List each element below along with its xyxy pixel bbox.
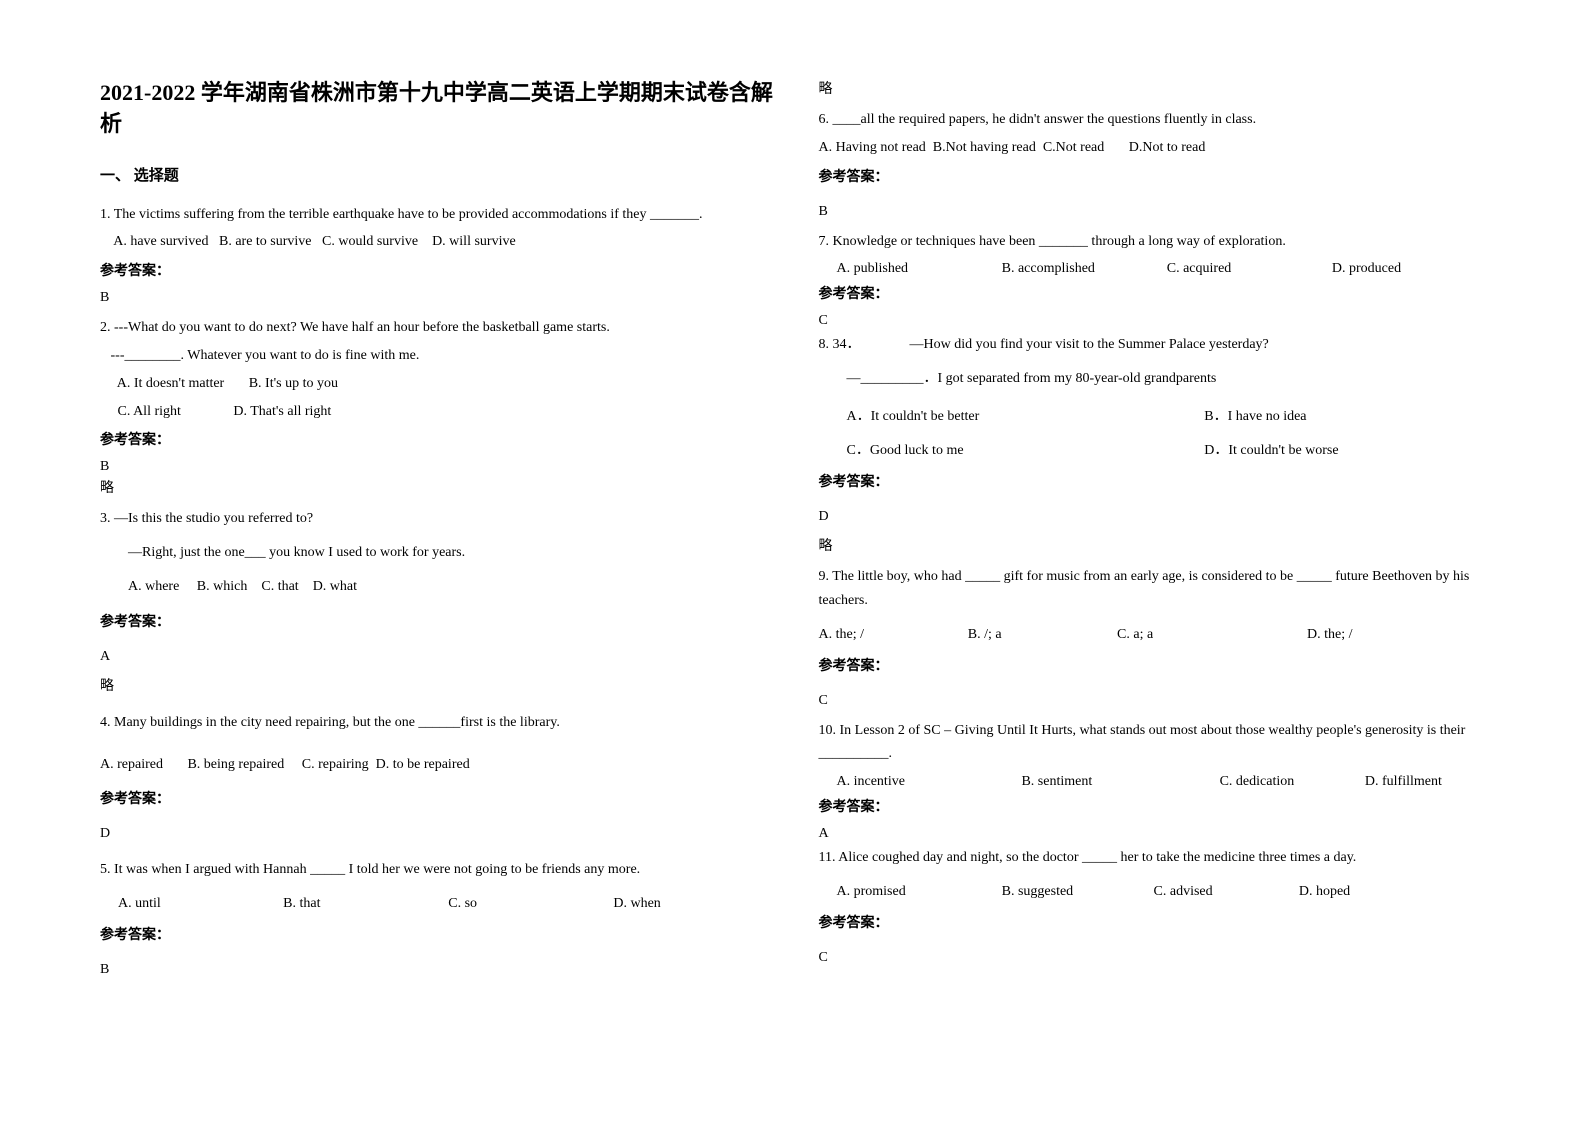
- question-9-text: 9. The little boy, who had _____ gift fo…: [819, 565, 1498, 613]
- question-3-line1: 3. —Is this the studio you referred to?: [100, 507, 779, 531]
- question-10-answer: A: [819, 826, 1498, 842]
- answer-label: 参考答案：: [100, 788, 779, 808]
- question-11-options: A. promised B. suggested C. advised D. h…: [819, 884, 1498, 900]
- opt-c: C．Good luck to me: [847, 439, 1205, 459]
- question-8-answer: D: [819, 509, 1498, 525]
- answer-label: 参考答案：: [100, 260, 779, 280]
- opt-c: C. acquired: [1167, 261, 1332, 277]
- answer-label: 参考答案：: [100, 429, 779, 449]
- question-1-answer: B: [100, 290, 779, 306]
- question-4-text: 4. Many buildings in the city need repai…: [100, 711, 779, 735]
- question-2-answer: B: [100, 459, 779, 475]
- question-10-options: A. incentive B. sentiment C. dedication …: [819, 774, 1498, 790]
- opt-d: D. hoped: [1299, 884, 1497, 900]
- question-6-text: 6. ____all the required papers, he didn'…: [819, 108, 1498, 132]
- question-2-line2: ---________. Whatever you want to do is …: [100, 344, 779, 368]
- left-column: 2021-2022 学年湖南省株洲市第十九中学高二英语上学期期末试卷含解析 一、…: [100, 78, 779, 1082]
- opt-b: B．I have no idea: [1204, 405, 1497, 425]
- question-9-options: A. the; / B. /; a C. a; a D. the; /: [819, 627, 1498, 643]
- opt-a: A. published: [837, 261, 1002, 277]
- question-3-note: 略: [100, 675, 779, 695]
- question-11-text: 11. Alice coughed day and night, so the …: [819, 846, 1498, 870]
- answer-label: 参考答案：: [819, 655, 1498, 675]
- question-4-options: A. repaired B. being repaired C. repairi…: [100, 753, 779, 777]
- opt-d: D. produced: [1332, 261, 1497, 277]
- opt-b: B. sentiment: [1021, 774, 1219, 790]
- question-3-options: A. where B. which C. that D. what: [100, 575, 779, 599]
- question-8-line2: —_________．I got separated from my 80-ye…: [819, 367, 1498, 391]
- question-11-answer: C: [819, 950, 1498, 966]
- question-7-answer: C: [819, 313, 1498, 329]
- opt-a: A. the; /: [819, 627, 968, 643]
- answer-label: 参考答案：: [819, 471, 1498, 491]
- answer-label: 参考答案：: [100, 924, 779, 944]
- opt-c: C. so: [448, 896, 613, 912]
- answer-label: 参考答案：: [819, 283, 1498, 303]
- answer-label: 参考答案：: [819, 166, 1498, 186]
- answer-label: 参考答案：: [819, 912, 1498, 932]
- answer-label: 参考答案：: [100, 611, 779, 631]
- opt-d: D. when: [613, 896, 778, 912]
- question-3-answer: A: [100, 649, 779, 665]
- question-2-options2: C. All right D. That's all right: [100, 400, 779, 424]
- opt-a: A. incentive: [837, 774, 1022, 790]
- opt-a: A. promised: [837, 884, 1002, 900]
- question-5-options: A. until B. that C. so D. when: [100, 896, 779, 912]
- question-1-options: A. have survived B. are to survive C. wo…: [100, 230, 779, 254]
- question-2-line1: 2. ---What do you want to do next? We ha…: [100, 316, 779, 340]
- question-5-text: 5. It was when I argued with Hannah ____…: [100, 858, 779, 882]
- section-header: 一、 选择题: [100, 164, 779, 185]
- opt-d: D．It couldn't be worse: [1204, 439, 1497, 459]
- question-6-options: A. Having not read B.Not having read C.N…: [819, 136, 1498, 160]
- answer-label: 参考答案：: [819, 796, 1498, 816]
- opt-c: C. advised: [1154, 884, 1299, 900]
- question-1-text: 1. The victims suffering from the terrib…: [100, 203, 779, 227]
- opt-c: C. dedication: [1220, 774, 1365, 790]
- question-7-options: A. published B. accomplished C. acquired…: [819, 261, 1498, 277]
- opt-c: C. a; a: [1117, 627, 1307, 643]
- question-8-line1: 8. 34． —How did you find your visit to t…: [819, 333, 1498, 357]
- question-4-answer: D: [100, 826, 779, 842]
- opt-d: D. the; /: [1307, 627, 1497, 643]
- question-9-answer: C: [819, 693, 1498, 709]
- opt-b: B. that: [283, 896, 448, 912]
- question-8-note: 略: [819, 535, 1498, 555]
- opt-d: D. fulfillment: [1365, 774, 1497, 790]
- question-5-answer: B: [100, 962, 779, 978]
- note-top: 略: [819, 78, 1498, 98]
- question-8-options-row2: C．Good luck to me D．It couldn't be worse: [819, 439, 1498, 459]
- question-10-text: 10. In Lesson 2 of SC – Giving Until It …: [819, 719, 1498, 767]
- question-7-text: 7. Knowledge or techniques have been ___…: [819, 230, 1498, 254]
- question-8-options-row1: A．It couldn't be better B．I have no idea: [819, 405, 1498, 425]
- question-3-line2: —Right, just the one___ you know I used …: [100, 541, 779, 565]
- document-title: 2021-2022 学年湖南省株洲市第十九中学高二英语上学期期末试卷含解析: [100, 78, 779, 140]
- opt-b: B. accomplished: [1002, 261, 1167, 277]
- opt-a: A. until: [118, 896, 283, 912]
- opt-b: B. suggested: [1002, 884, 1154, 900]
- opt-b: B. /; a: [968, 627, 1117, 643]
- question-2-options1: A. It doesn't matter B. It's up to you: [100, 372, 779, 396]
- right-column: 略 6. ____all the required papers, he did…: [819, 78, 1498, 1082]
- opt-a: A．It couldn't be better: [847, 405, 1205, 425]
- question-2-note: 略: [100, 477, 779, 497]
- question-6-answer: B: [819, 204, 1498, 220]
